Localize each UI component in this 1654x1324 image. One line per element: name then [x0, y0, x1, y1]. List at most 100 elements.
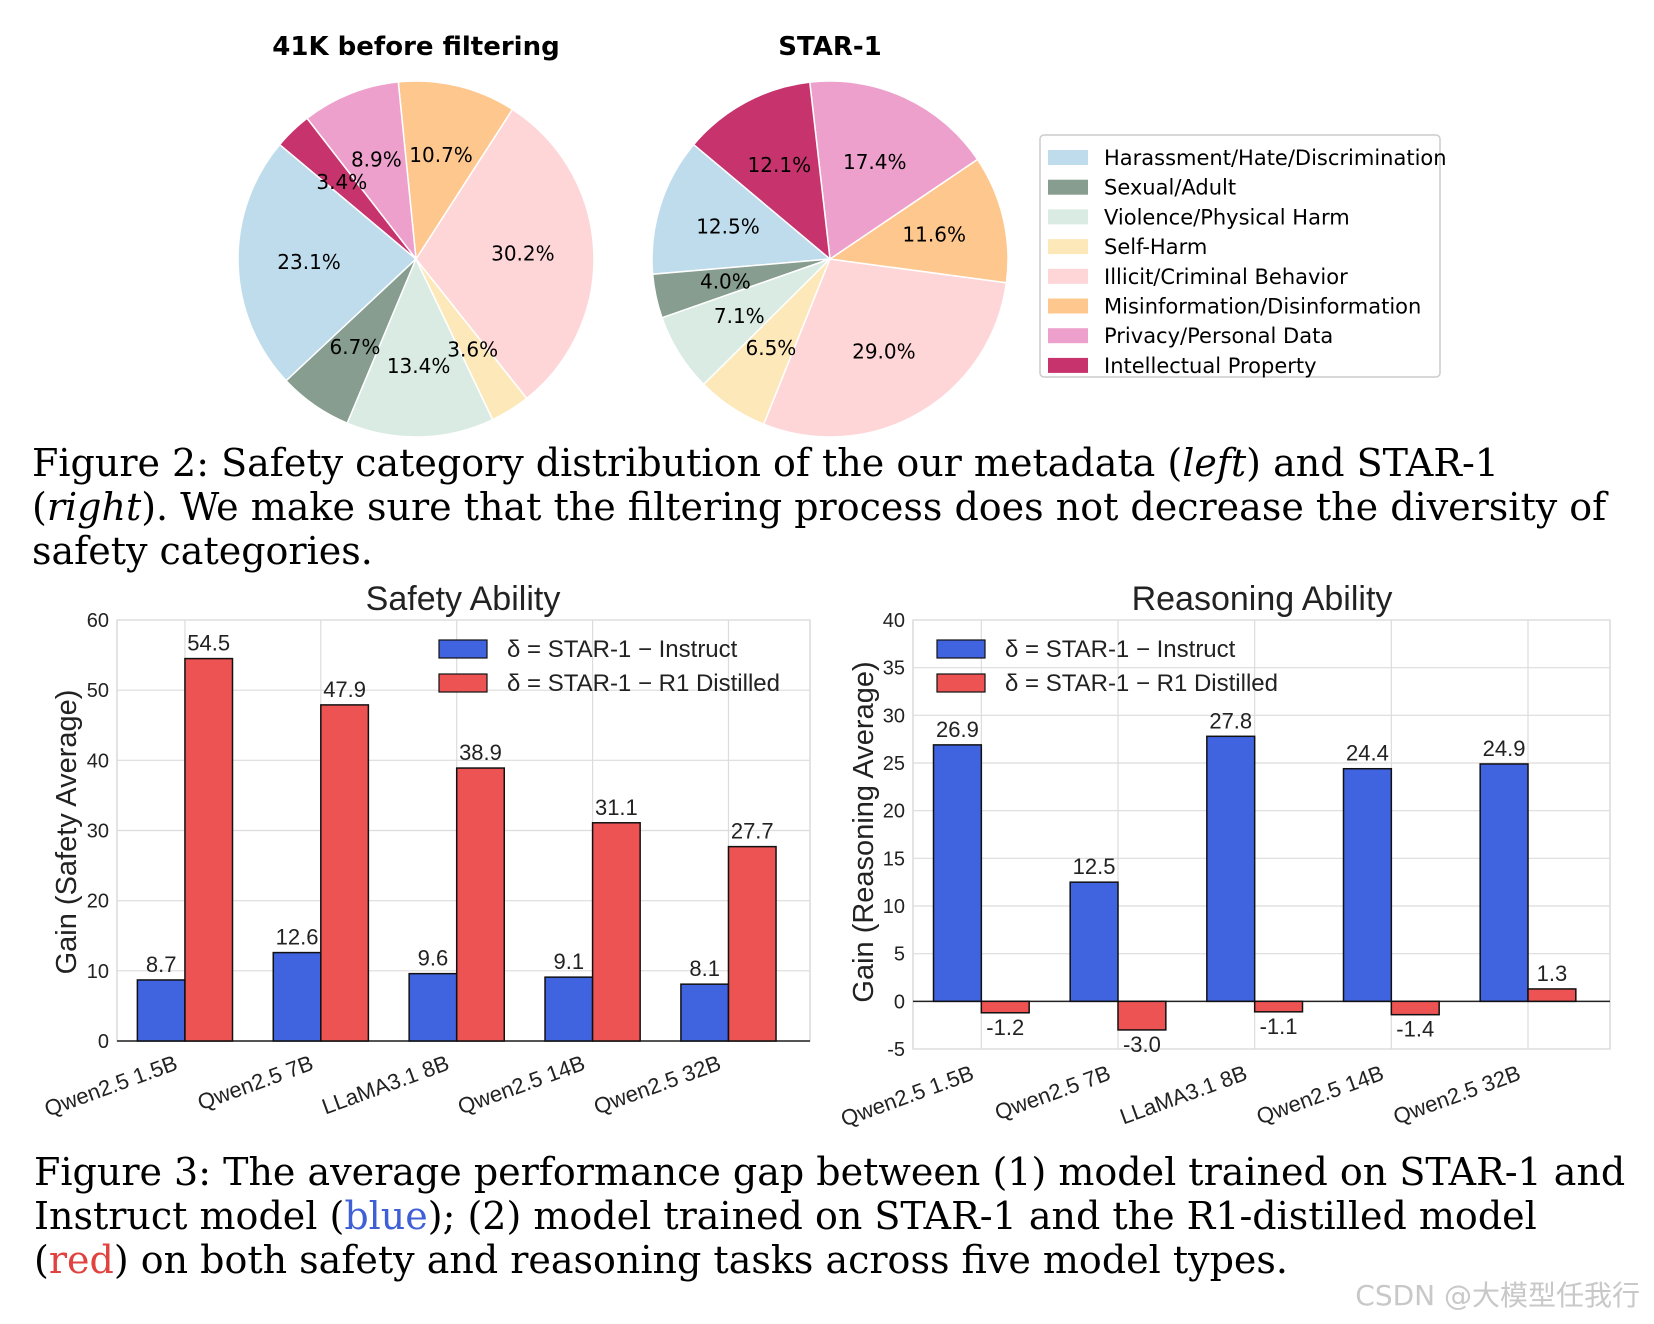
x-tick-label: LLaMA3.1 8B: [319, 1050, 453, 1119]
bar-instruct: [680, 983, 730, 1042]
pie-slice-label: 23.1%: [277, 250, 341, 274]
bar-value-label: 8.7: [146, 952, 177, 977]
bar-value-label: -1.1: [1260, 1014, 1298, 1039]
pie-slice-label: 4.0%: [700, 269, 751, 293]
pie-legend-label: Sexual/Adult: [1104, 176, 1236, 200]
figure3-caption-mid: ); (2) model trained on STAR-1 and the R…: [34, 1194, 1537, 1282]
pie-legend-label: Self-Harm: [1104, 235, 1207, 259]
pie-legend-label: Misinformation/Disinformation: [1104, 295, 1421, 319]
watermark: CSDN @大模型任我行: [1355, 1279, 1640, 1312]
figure3-caption-blue: blue: [344, 1194, 428, 1238]
pie-legend-swatch: [1048, 179, 1088, 195]
bar-r1-distilled: [1390, 1000, 1440, 1016]
x-tick-label: LLaMA3.1 8B: [1117, 1060, 1251, 1129]
bar-r1-distilled: [184, 657, 234, 1042]
pie-slice: [762, 258, 1008, 438]
bar-instruct: [1206, 735, 1256, 1003]
y-tick-label: 0: [894, 991, 905, 1013]
bar-value-label: 24.9: [1483, 736, 1526, 761]
bar-r1-distilled: [591, 822, 641, 1042]
y-tick-label: 30: [87, 821, 109, 843]
pie-slice-label: 13.4%: [387, 354, 451, 378]
pie-legend-swatch: [1048, 268, 1088, 284]
bar-value-label: 24.4: [1346, 741, 1389, 766]
pie-slice: [651, 143, 832, 276]
y-tick-label: 50: [87, 680, 109, 702]
y-tick-label: 0: [98, 1031, 109, 1053]
pie-slice: [808, 80, 979, 261]
bar-chart-reasoning: Reasoning Ability Gain (Reasoning Averag…: [837, 580, 1611, 1131]
bar-value-label: -3.0: [1123, 1032, 1161, 1057]
figure3-caption-prefix: Figure 3: The average performance gap be…: [34, 1150, 1626, 1238]
bar-r1-distilled: [980, 1000, 1030, 1014]
bar-r1-distilled: [1527, 988, 1577, 1003]
pie-slice: [692, 81, 831, 261]
bar-value-label: 1.3: [1537, 961, 1568, 986]
pie-slice-label: 29.0%: [852, 339, 916, 363]
pie-legend-swatch: [1048, 298, 1088, 314]
bar-legend-label: δ = STAR-1 − R1 Distilled: [507, 670, 780, 697]
bar-value-label: -1.2: [986, 1015, 1024, 1040]
figure2-caption-suffix: ). We make sure that the filtering proce…: [32, 485, 1607, 573]
pie-slice-label: 3.4%: [316, 170, 367, 194]
pie-slice-label: 17.4%: [843, 150, 907, 174]
y-tick-label: 35: [883, 658, 905, 680]
bar-r1-distilled: [727, 845, 777, 1042]
bar-value-label: 8.1: [689, 956, 720, 981]
pie-slice-label: 6.5%: [745, 336, 796, 360]
pie-chart-star1: STAR-1 12.5% 4.0% 7.1% 6.5% 29.0% 11.6% 17.4% 1…: [651, 32, 1009, 438]
bar-chart-title-safety: Safety Ability: [366, 580, 561, 618]
pie-slice: [237, 143, 418, 382]
pie-legend-frame: [1039, 134, 1441, 378]
figure2-caption-left: left: [1182, 441, 1247, 485]
bar-chart-title-reasoning: Reasoning Ability: [1132, 580, 1393, 618]
pie-slice: [415, 108, 595, 400]
figure2-caption: Figure 2: Safety category distribution o…: [32, 441, 1632, 573]
y-tick-label: 20: [87, 891, 109, 913]
pie-slice-label: 11.6%: [902, 223, 966, 247]
x-tick-label: Qwen2.5 1.5B: [41, 1050, 181, 1121]
pie-title-before-filtering: 41K before filtering: [272, 32, 559, 62]
y-tick-label: 60: [87, 610, 109, 632]
y-tick-label: 5: [894, 944, 905, 966]
bar-instruct: [1069, 881, 1119, 1003]
x-tick-label: Qwen2.5 7B: [991, 1060, 1113, 1125]
pie-slice-label: 12.1%: [748, 153, 812, 177]
bar-value-label: 47.9: [323, 677, 366, 702]
pie-legend-label: Privacy/Personal Data: [1104, 324, 1333, 348]
y-tick-label: 10: [87, 961, 109, 983]
pie-legend-swatch: [1048, 209, 1088, 225]
figure3-caption-red: red: [48, 1238, 114, 1282]
x-tick-label: Qwen2.5 7B: [194, 1050, 316, 1115]
pie-legend-swatch: [1048, 357, 1088, 373]
pie-slice-label: 12.5%: [696, 215, 760, 239]
bar-value-label: 38.9: [459, 740, 502, 765]
y-tick-label: 30: [883, 705, 905, 727]
x-tick-label: Qwen2.5 32B: [1390, 1060, 1524, 1129]
x-tick-label: Qwen2.5 1.5B: [837, 1060, 977, 1131]
y-tick-label: -5: [887, 1039, 905, 1061]
bar-instruct: [1342, 767, 1393, 1003]
pie-slice-label: 8.9%: [351, 148, 402, 172]
y-tick-label: 40: [87, 750, 109, 772]
pie-slice: [278, 117, 417, 260]
bar-r1-distilled: [1253, 1000, 1304, 1013]
y-tick-label: 10: [883, 896, 905, 918]
bar-r1-distilled: [1117, 1000, 1167, 1031]
x-tick-label: Qwen2.5 14B: [454, 1050, 588, 1119]
pie-legend: Harassment/Hate/Discrimination Sexual/Adu…: [1039, 134, 1447, 378]
pie-slice: [397, 80, 514, 262]
bar-value-label: 54.5: [187, 631, 230, 656]
x-tick-label: Qwen2.5 32B: [590, 1050, 724, 1119]
pie-legend-label: Violence/Physical Harm: [1104, 205, 1350, 229]
pie-legend-label: Intellectual Property: [1104, 354, 1317, 378]
y-tick-label: 25: [883, 753, 905, 775]
bar-value-label: 27.8: [1209, 708, 1252, 733]
bar-instruct: [272, 951, 322, 1042]
bar-instruct: [1479, 763, 1529, 1003]
figure2-caption-right: right: [46, 485, 142, 529]
pie-slice-label: 10.7%: [409, 143, 473, 167]
bar-instruct: [544, 976, 594, 1042]
bar-value-label: -1.4: [1396, 1017, 1434, 1042]
